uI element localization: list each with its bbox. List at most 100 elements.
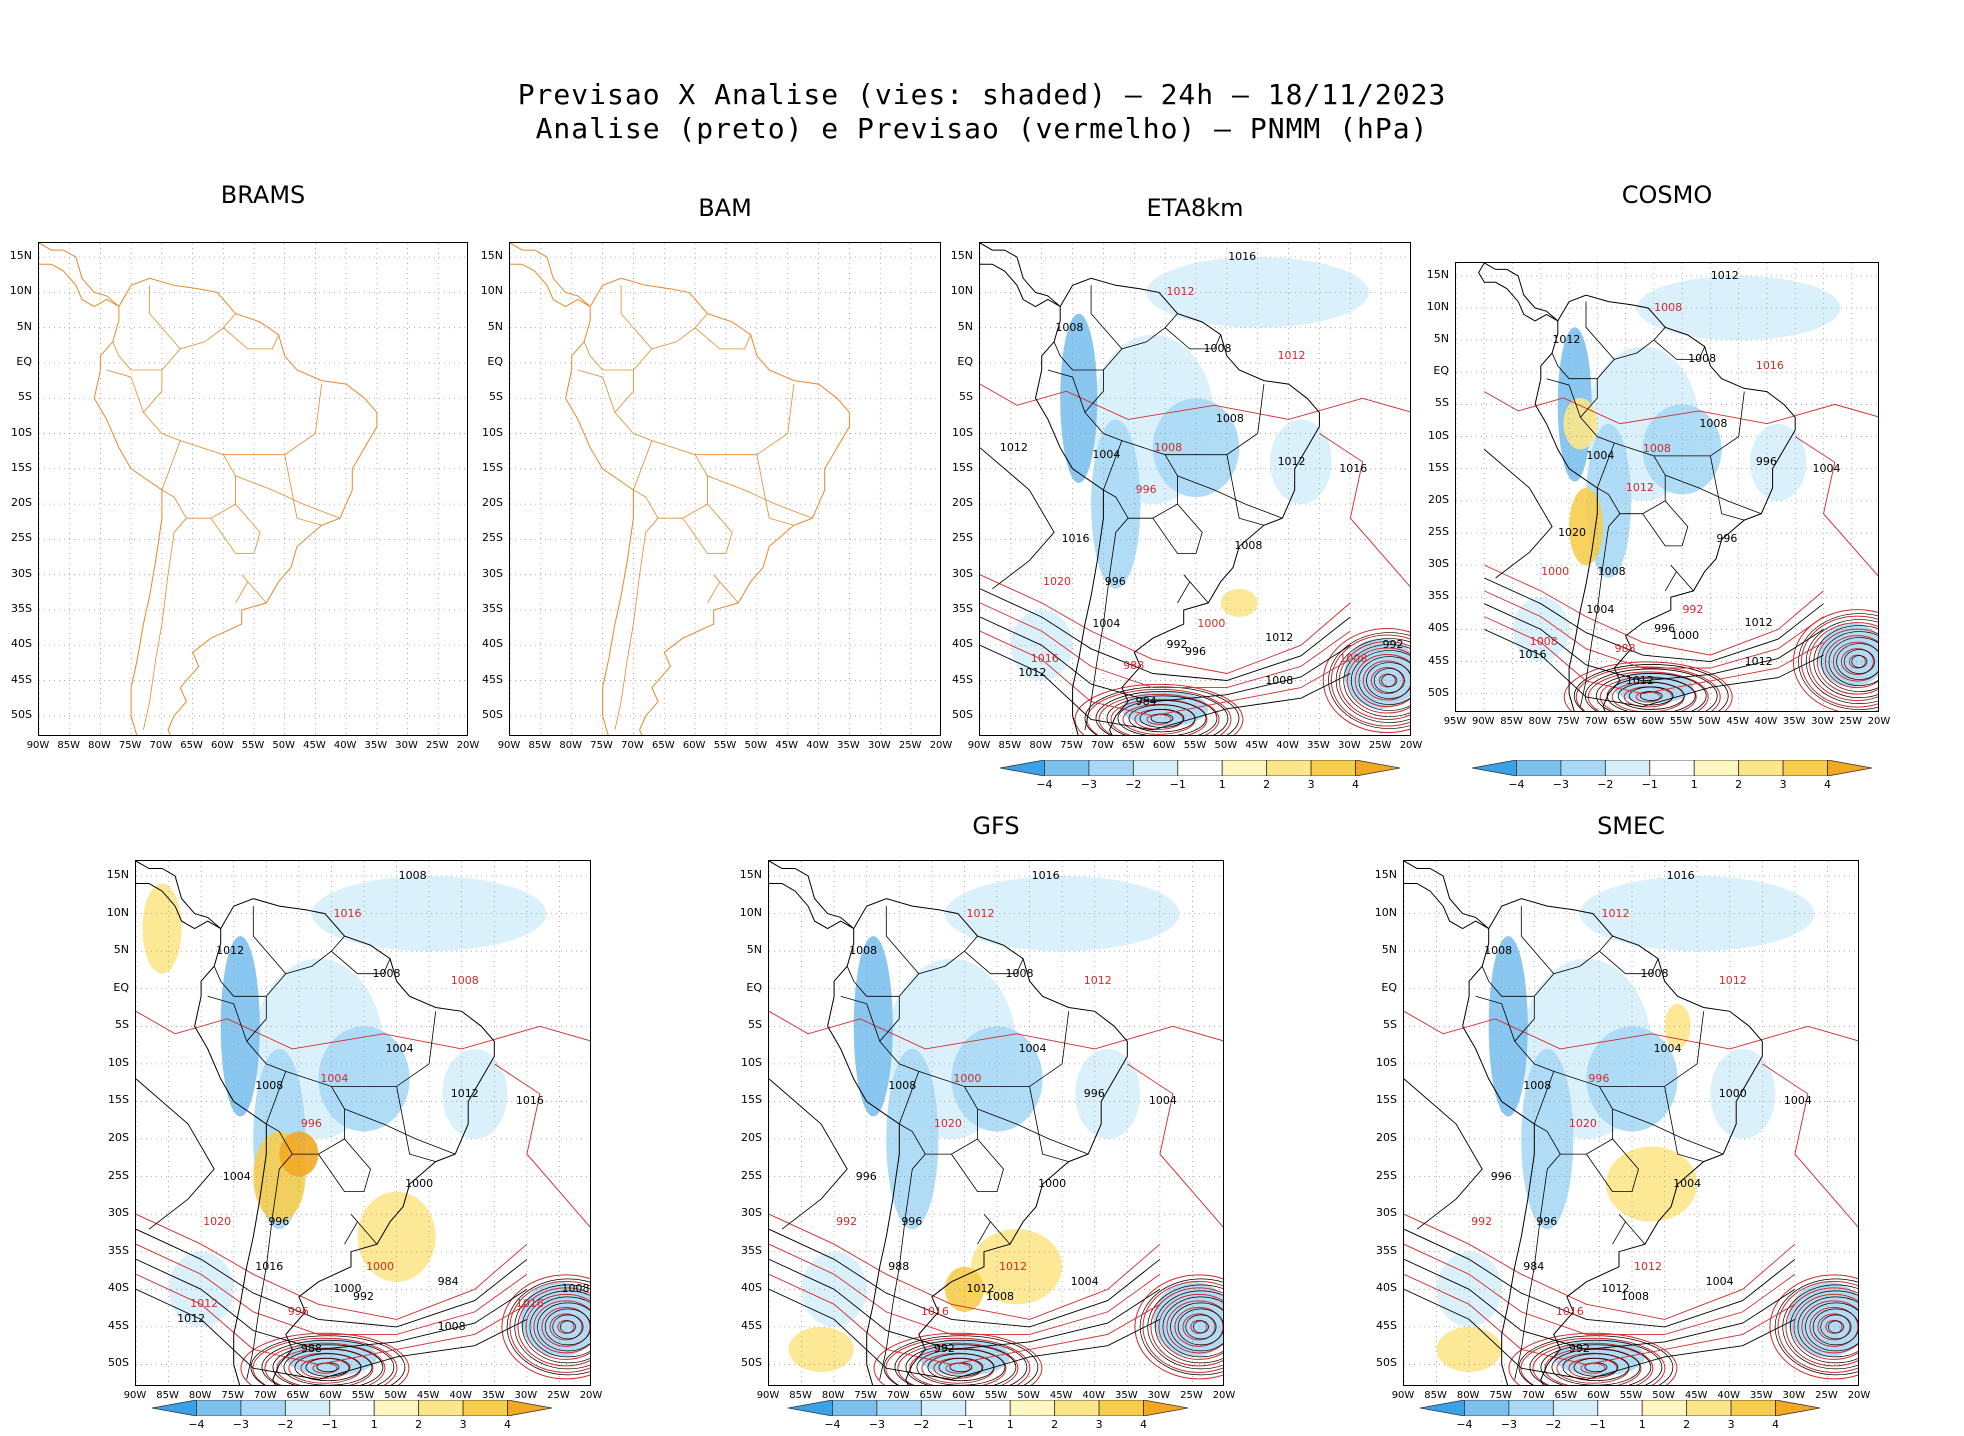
colorbar-swatch xyxy=(1827,759,1873,777)
latitude-label: 5N xyxy=(16,319,32,333)
isobar-label: 1004 xyxy=(1586,603,1615,617)
longitude-label: 65W xyxy=(1613,716,1636,727)
longitude-label: 30W xyxy=(1337,740,1361,751)
latitude-label: 35S xyxy=(741,1243,762,1257)
longitude-label: 30W xyxy=(514,1390,538,1401)
colorbar-label: −3 xyxy=(232,1418,249,1431)
latitude-label: 20S xyxy=(108,1131,129,1145)
longitude-label: 55W xyxy=(241,740,265,751)
isobar-label: 1000 xyxy=(333,1282,362,1296)
longitude-label: 35W xyxy=(1782,716,1806,727)
bias-shade-region xyxy=(1579,876,1815,952)
latitude-label: 15N xyxy=(1426,267,1449,281)
longitude-label: 35W xyxy=(1749,1390,1773,1401)
longitude-label: 75W xyxy=(590,740,613,751)
graticule xyxy=(1404,861,1858,1385)
isobar-label: 1004 xyxy=(1092,617,1121,631)
colorbar-swatch xyxy=(1686,1399,1732,1417)
colorbar-swatch xyxy=(373,1399,420,1417)
colorbar-label: −2 xyxy=(1125,778,1142,791)
colorbar-swatch xyxy=(1177,759,1223,777)
panel-title-brams: BRAMS xyxy=(220,181,306,209)
colorbar-swatch xyxy=(1419,1399,1465,1417)
bias-shade-region xyxy=(1060,313,1098,483)
map-canvas xyxy=(136,861,590,1385)
colorbar-swatch xyxy=(507,1399,553,1417)
colorbar-swatch xyxy=(462,1399,508,1417)
longitude-label: 35W xyxy=(364,740,388,751)
isobar-label: 996 xyxy=(901,1214,923,1228)
colorbar-swatch xyxy=(1560,759,1606,777)
isobar-label: 1012 xyxy=(1018,666,1047,680)
latitude-label: 15N xyxy=(480,249,503,263)
isobar-label: 988 xyxy=(300,1342,322,1356)
isobar-label: 1012 xyxy=(1601,1282,1630,1296)
isobar-label: 1000 xyxy=(366,1259,395,1273)
isobar-label: 1004 xyxy=(1018,1041,1047,1055)
isobar-label: 1008 xyxy=(1055,320,1084,334)
latitude-label: 10N xyxy=(106,905,129,919)
isobar-label: 1016 xyxy=(515,1094,544,1108)
isobar-label: 1008 xyxy=(1215,412,1244,426)
latitude-label: 15S xyxy=(11,460,32,474)
isobar-label: 1012 xyxy=(1625,481,1654,494)
longitude-label: 50W xyxy=(744,740,768,751)
colorbar-swatch xyxy=(240,1399,286,1417)
isobar-label: 1000 xyxy=(1671,628,1700,642)
latitude-label: EQ xyxy=(487,354,503,368)
latitude-label: 15N xyxy=(739,868,762,882)
bias-shade-region xyxy=(1488,936,1528,1117)
isobar-label: 1008 xyxy=(450,974,479,988)
colorbar-label: 2 xyxy=(1263,778,1271,791)
isobar-label: 996 xyxy=(1536,1214,1558,1228)
isobar-label: 1012 xyxy=(1265,631,1294,645)
map-canvas xyxy=(980,243,1410,735)
isobar-label: 1016 xyxy=(1518,648,1547,662)
longitude-label: 20W xyxy=(1867,716,1891,727)
longitude-label: 20W xyxy=(1399,740,1423,751)
isobar-label: 1004 xyxy=(1586,448,1615,462)
longitude-label: 30W xyxy=(1811,716,1834,727)
isobar-label: 1016 xyxy=(1755,358,1784,372)
longitude-label: 55W xyxy=(1183,740,1207,751)
latitude-label: 15S xyxy=(482,460,503,474)
colorbar-swatch xyxy=(284,1399,331,1417)
latitude-label: 30S xyxy=(11,566,32,580)
colorbar-label: −1 xyxy=(1169,778,1186,791)
isobar-label: 996 xyxy=(1755,455,1777,469)
isobar-label: 1020 xyxy=(203,1214,232,1228)
latitude-label: 30S xyxy=(108,1206,129,1220)
latitude-label: 15S xyxy=(952,460,973,474)
colorbar-label: 4 xyxy=(504,1418,512,1431)
coastline xyxy=(510,243,850,735)
colorbar-label: −4 xyxy=(1036,778,1053,791)
isobar-label: 996 xyxy=(1185,645,1206,659)
longitude-label: 65W xyxy=(1121,740,1145,751)
latitude-label: 30S xyxy=(1428,557,1449,571)
colorbar-swatch xyxy=(418,1399,464,1417)
colorbar-label: −1 xyxy=(1641,778,1658,791)
longitude-label: 65W xyxy=(180,740,203,751)
isobar-label: 1008 xyxy=(437,1319,466,1333)
longitude-label: 25W xyxy=(898,740,922,751)
isobar-label: 992 xyxy=(1682,603,1704,617)
longitude-label: 45W xyxy=(303,740,326,751)
isobar-label: 996 xyxy=(287,1304,309,1318)
coastline xyxy=(39,243,378,735)
latitude-label: EQ xyxy=(16,354,32,368)
latitude-label: 50S xyxy=(108,1356,129,1370)
longitude-label: 70W xyxy=(1585,716,1608,727)
latitude-label: 40S xyxy=(1428,621,1449,635)
latitude-label: 10N xyxy=(9,284,32,298)
isobar-label: 996 xyxy=(1490,1169,1512,1183)
longitude-label: 40W xyxy=(1717,1390,1741,1401)
latitude-label: 45S xyxy=(1376,1318,1397,1332)
latitude-label: 35S xyxy=(11,601,32,615)
isobars xyxy=(980,383,1410,735)
colorbar-swatch xyxy=(1266,759,1312,777)
isobar-label: 1008 xyxy=(849,944,878,958)
isobar-label: 1008 xyxy=(1699,416,1728,430)
longitude-label: 35W xyxy=(481,1390,505,1401)
latitude-label: 5S xyxy=(18,390,32,404)
longitude-label: 75W xyxy=(1556,716,1580,727)
